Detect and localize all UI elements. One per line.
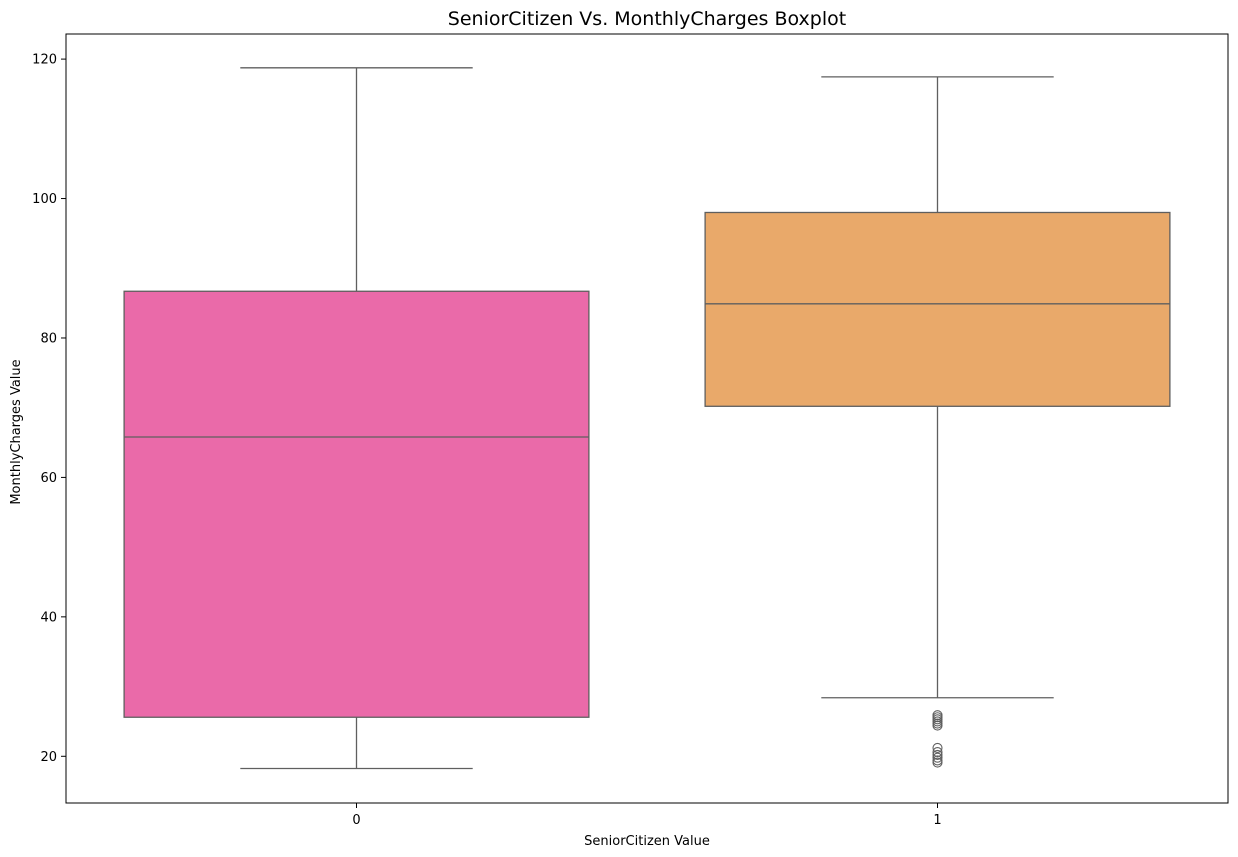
box-group-0 <box>123 67 590 770</box>
outlier-point <box>932 749 943 760</box>
x-tick-label: 1 <box>933 813 941 828</box>
outlier-point <box>932 720 943 731</box>
outlier-point <box>932 747 943 758</box>
y-tick-label: 100 <box>32 192 57 207</box>
plot-area <box>123 67 1171 770</box>
axes: 20 40 60 80 100 120 0 1 <box>32 33 1229 828</box>
x-tick-label: 0 <box>352 813 360 828</box>
outlier-point <box>932 757 943 768</box>
outlier-point <box>932 752 943 763</box>
box-iqr <box>704 211 1171 407</box>
y-tick-label: 20 <box>40 750 57 765</box>
y-tick-label: 120 <box>32 53 57 68</box>
y-axis-label: MonthlyCharges Value <box>9 359 24 504</box>
box-group-1 <box>704 76 1171 768</box>
y-tick-label: 80 <box>40 331 57 346</box>
chart-title: SeniorCitizen Vs. MonthlyCharges Boxplot <box>448 8 846 30</box>
plot-frame <box>65 33 1229 804</box>
box-iqr <box>123 290 590 718</box>
y-tick-label: 40 <box>40 610 57 625</box>
x-axis-label: SeniorCitizen Value <box>584 834 710 849</box>
outlier-point <box>932 742 943 753</box>
y-tick-label: 60 <box>40 471 57 486</box>
